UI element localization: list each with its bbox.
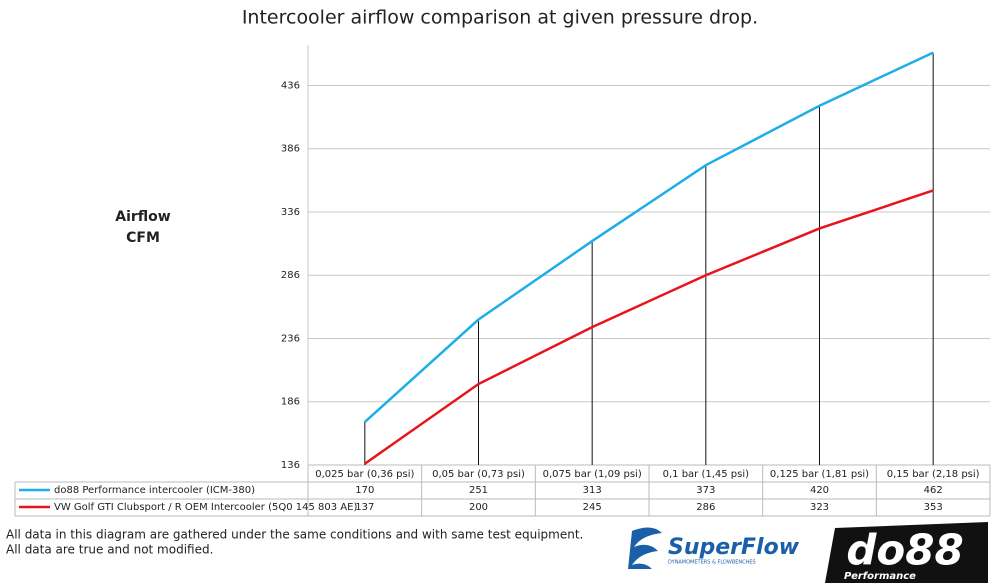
logo-swoosh — [628, 527, 662, 569]
legend-label: VW Golf GTI Clubsport / R OEM Intercoole… — [54, 502, 357, 513]
logo-sub: Performance — [844, 571, 916, 582]
footnote: All data in this diagram are gathered un… — [6, 528, 583, 542]
x-tick-label: 0,05 bar (0,73 psi) — [432, 469, 525, 480]
do88-logo: do88 Performance — [825, 522, 988, 583]
table-value: 170 — [355, 485, 374, 496]
table-value: 323 — [810, 502, 829, 513]
x-tick-label: 0,125 bar (1,81 psi) — [770, 469, 869, 480]
chart-title: Intercooler airflow comparison at given … — [242, 7, 758, 29]
table-value: 286 — [696, 502, 715, 513]
logo-tagline: DYNAMOMETERS & FLOWBENCHES — [668, 560, 756, 566]
x-tick-label: 0,025 bar (0,36 psi) — [315, 469, 414, 480]
footnote: All data are true and not modified. — [6, 543, 213, 557]
table-value: 420 — [810, 485, 829, 496]
table-value: 245 — [583, 502, 602, 513]
y-axis-label: CFM — [126, 230, 160, 246]
table-value: 462 — [924, 485, 943, 496]
table-value: 137 — [355, 502, 374, 513]
table-value: 200 — [469, 502, 488, 513]
y-axis-label: Airflow — [115, 209, 171, 225]
x-tick-label: 0,15 bar (2,18 psi) — [887, 469, 980, 480]
table-value: 313 — [583, 485, 602, 496]
table-value: 251 — [469, 485, 488, 496]
y-tick-label: 386 — [281, 144, 300, 155]
logo-bg — [825, 522, 988, 583]
x-tick-label: 0,075 bar (1,09 psi) — [543, 469, 642, 480]
y-tick-label: 286 — [281, 270, 300, 281]
y-tick-label: 236 — [281, 333, 300, 344]
table-value: 373 — [696, 485, 715, 496]
series-line — [363, 51, 934, 423]
logo-text: SuperFlow — [668, 535, 800, 560]
x-tick-label: 0,1 bar (1,45 psi) — [663, 469, 750, 480]
superflow-logo: SuperFlow DYNAMOMETERS & FLOWBENCHES — [628, 527, 800, 569]
y-tick-label: 186 — [281, 397, 300, 408]
y-tick-label: 436 — [281, 80, 300, 91]
table-value: 353 — [924, 502, 943, 513]
series-line — [364, 189, 934, 465]
y-tick-label: 136 — [281, 460, 300, 471]
y-tick-label: 336 — [281, 207, 300, 218]
logo-text: do88 — [846, 526, 963, 575]
legend-label: do88 Performance intercooler (ICM-380) — [54, 485, 255, 496]
